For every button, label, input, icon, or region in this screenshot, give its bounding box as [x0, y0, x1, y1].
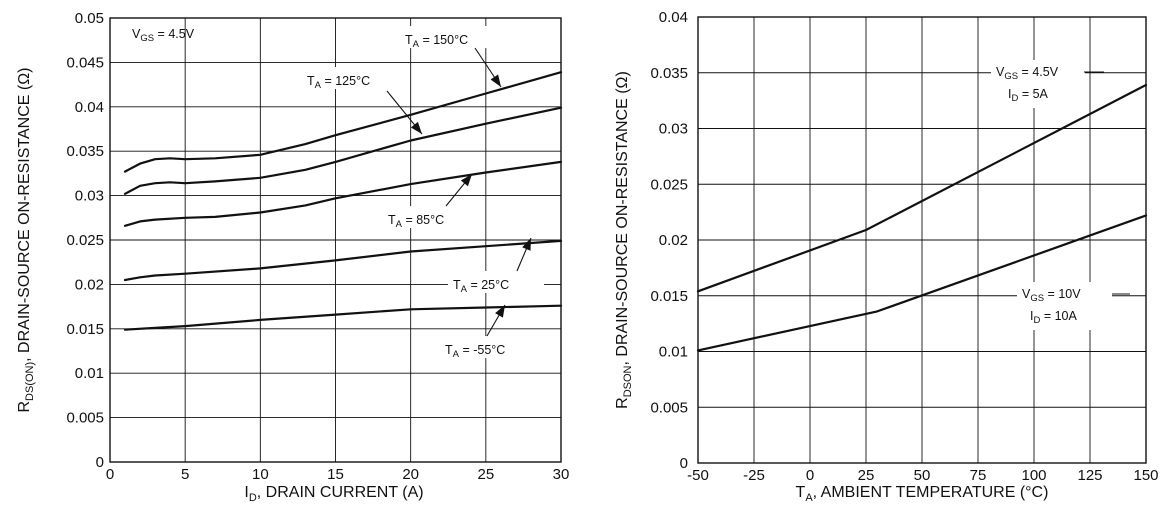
- y-tick-label: 0.02: [75, 276, 104, 293]
- y-axis-title: RDSON, DRAIN-SOURCE ON-RESISTANCE (Ω): [614, 71, 634, 409]
- label-arrowhead: [495, 305, 505, 318]
- x-tick-label: 125: [1077, 467, 1102, 484]
- series-label-2: TA = 125°C: [307, 74, 370, 91]
- y-tick-label: 0.05: [75, 10, 104, 27]
- y-tick-label: 0.005: [650, 399, 688, 416]
- label-background: [383, 206, 471, 228]
- gridlines: [698, 17, 1146, 463]
- series-label-1: TA = 150°C: [405, 33, 468, 50]
- series-label-1-line-1: VGS = 4.5V: [996, 65, 1059, 82]
- x-tick-label: 0: [806, 467, 814, 484]
- y-tick-label: 0.045: [66, 54, 104, 71]
- y-tick-label: 0.04: [75, 99, 104, 116]
- label-arrowhead: [522, 238, 531, 251]
- series-label-1-line-2: ID = 5A: [1008, 87, 1049, 104]
- series-line-2: [696, 214, 1148, 352]
- y-tick-label: 0.03: [75, 188, 104, 205]
- x-tick-label: 0: [106, 466, 114, 483]
- x-tick-label: -50: [687, 467, 709, 484]
- test-condition-label: VGS = 4.5V: [132, 27, 195, 44]
- label-background: [400, 26, 496, 48]
- y-axis-title: RDS(ON), DRAIN-SOURCE ON-RESISTANCE (Ω): [16, 67, 36, 412]
- x-tick-label: 75: [970, 467, 987, 484]
- y-tick-label: 0.04: [659, 9, 688, 26]
- y-tick-label: 0.03: [659, 121, 688, 138]
- y-tick-label: 0.015: [66, 321, 104, 338]
- series-label-4: TA = 25°C: [453, 278, 509, 295]
- x-tick-label: -25: [743, 467, 765, 484]
- label-arrowhead: [490, 74, 501, 87]
- x-tick-label: 25: [858, 467, 875, 484]
- y-tick-label: 0.035: [66, 143, 104, 160]
- label-arrowhead: [410, 121, 422, 134]
- series-line-5: [123, 304, 563, 331]
- chart-rdson-vs-drain-current: 0 5 10 15 20 25 30 0 0.005 0.01 0.015 0.02 0.025 0.03…: [16, 10, 569, 504]
- plot-frame: [697, 16, 1147, 464]
- label-arrowhead: [460, 174, 472, 187]
- x-tick-label: 5: [181, 466, 189, 483]
- chart-rdson-vs-ambient-temperature: -50 -25 0 25 50 75 100 125 150 0 0.005 0.01 0.015 0.0…: [614, 9, 1159, 504]
- label-background: [302, 67, 398, 89]
- x-tick-label: 20: [402, 466, 419, 483]
- y-tick-label: 0.01: [659, 344, 688, 361]
- x-tick-label: 30: [553, 466, 570, 483]
- y-tick-label: 0: [96, 454, 104, 471]
- x-tick-label: 25: [477, 466, 494, 483]
- x-axis-title: ID, DRAIN CURRENT (A): [244, 484, 423, 504]
- y-tick-label: 0.035: [650, 65, 688, 82]
- y-tick-label: 0.015: [650, 288, 688, 305]
- y-tick-label: 0.025: [650, 176, 688, 193]
- x-tick-label: 50: [914, 467, 931, 484]
- x-tick-label: 10: [252, 466, 269, 483]
- y-tick-label: 0.005: [66, 410, 104, 427]
- label-background: [440, 336, 530, 358]
- label-background: [1017, 282, 1112, 330]
- y-tick-label: 0.02: [659, 232, 688, 249]
- x-tick-label: 100: [1021, 467, 1046, 484]
- x-tick-label: 15: [327, 466, 344, 483]
- label-background: [448, 271, 544, 293]
- label-background: [991, 60, 1085, 108]
- gridlines: [110, 18, 561, 462]
- series-line-1: [696, 83, 1148, 293]
- series-line-2: [123, 106, 563, 195]
- x-tick-label: 150: [1133, 467, 1158, 484]
- series-line-4: [123, 239, 563, 282]
- y-tick-label: 0.01: [75, 365, 104, 382]
- series-label-5: TA = -55°C: [445, 343, 505, 360]
- x-axis-title: TA, AMBIENT TEMPERATURE (°C): [796, 484, 1049, 504]
- series-label-2-line-2: ID = 10A: [1030, 309, 1078, 326]
- y-tick-label: 0: [680, 455, 688, 472]
- series-line-3: [123, 160, 563, 227]
- y-tick-label: 0.025: [66, 232, 104, 249]
- series-line-1: [123, 71, 563, 173]
- series-label-3: TA = 85°C: [388, 213, 444, 230]
- series-label-2-line-1: VGS = 10V: [1022, 287, 1081, 304]
